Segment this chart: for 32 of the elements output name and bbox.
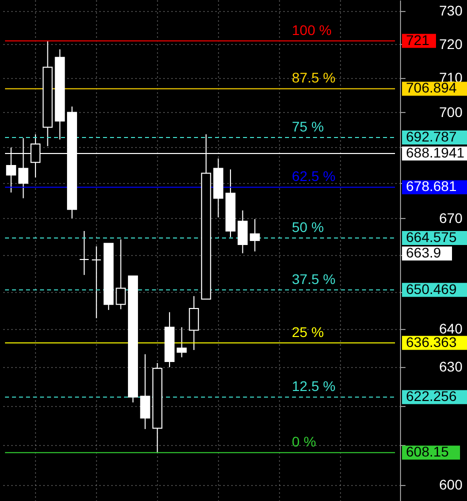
annotation: 50 % <box>292 219 324 236</box>
ref-line-label: 688.1941 <box>406 144 465 161</box>
ref-line-label: 664.575 <box>406 229 457 246</box>
y-tick-label: 720 <box>439 36 463 52</box>
ref-line-label: 650.469 <box>406 280 457 297</box>
annotation: 12.5 % <box>292 378 336 394</box>
annotation: 25 % <box>292 324 324 340</box>
annotation: 37.5 % <box>292 270 336 287</box>
y-tick-label: 700 <box>439 104 463 120</box>
candlestick <box>238 210 248 254</box>
annotation: 100 % <box>292 22 332 38</box>
ref-line-label: 692.787 <box>406 128 457 144</box>
candlestick <box>188 296 199 351</box>
annotation: 62.5 % <box>292 168 336 184</box>
candlestick <box>116 238 126 310</box>
text: 663.9 <box>406 244 442 260</box>
ref-line-label: 622.256 <box>406 388 457 404</box>
annotation: 0 % <box>292 434 316 450</box>
ref-line-label: 678.681 <box>406 178 457 194</box>
y-tick-label: 600 <box>439 476 463 493</box>
annotation: 87.5 % <box>292 70 336 86</box>
y-tick-label: 730 <box>439 2 463 18</box>
annotation: 75 % <box>292 118 324 134</box>
candlestick <box>91 246 102 319</box>
ref-line-label: 608.15 <box>406 444 450 460</box>
candlestick <box>79 230 90 276</box>
candlestick <box>250 218 260 252</box>
candlestick <box>140 354 150 430</box>
ref-line-label: 721 <box>406 32 430 48</box>
candlestick <box>176 326 187 358</box>
y-tick-label: 670 <box>439 210 463 226</box>
y-tick-label: 630 <box>439 358 463 375</box>
